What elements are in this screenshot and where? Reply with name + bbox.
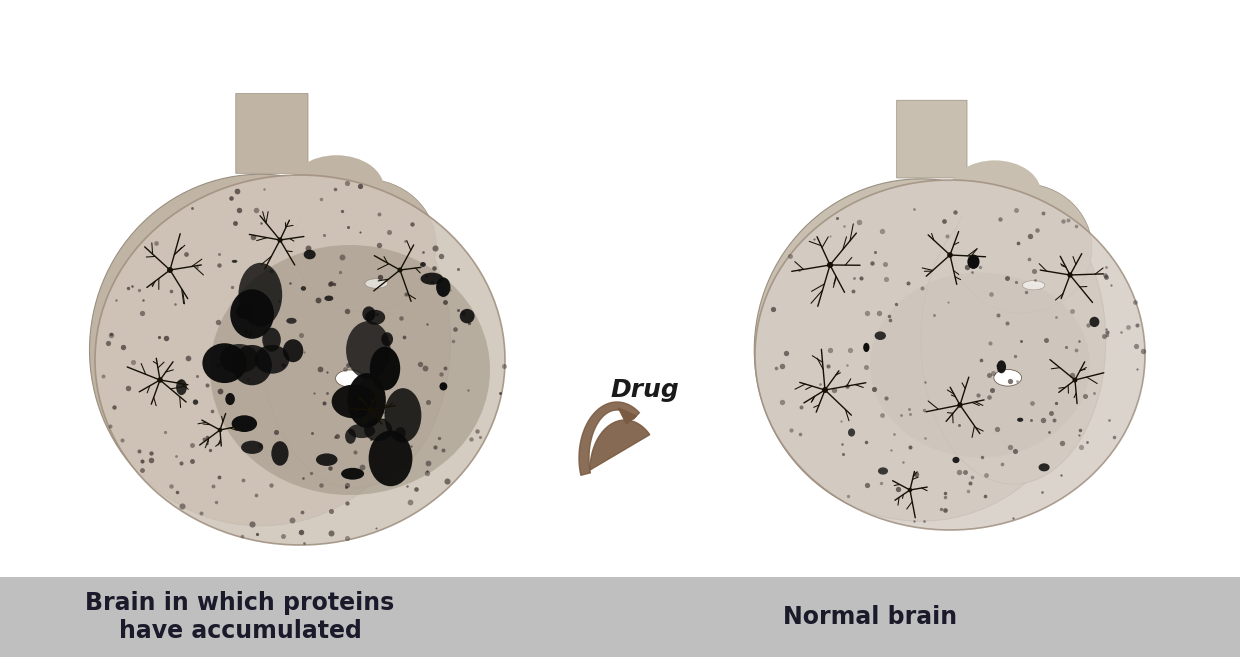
Ellipse shape [874,331,885,340]
Circle shape [278,238,281,242]
Ellipse shape [921,197,1106,484]
Ellipse shape [283,339,304,362]
Polygon shape [590,420,650,470]
Circle shape [157,378,162,382]
Ellipse shape [241,441,263,454]
Ellipse shape [304,250,316,260]
Ellipse shape [954,183,1092,313]
Ellipse shape [232,260,237,263]
Ellipse shape [396,427,405,439]
FancyBboxPatch shape [897,101,967,178]
Ellipse shape [236,304,254,319]
Ellipse shape [365,279,388,288]
Ellipse shape [420,262,425,267]
Ellipse shape [967,254,980,269]
Ellipse shape [368,430,413,486]
Ellipse shape [232,345,272,385]
Ellipse shape [260,193,450,487]
Ellipse shape [366,310,386,325]
Text: Normal brain: Normal brain [782,605,957,629]
Ellipse shape [231,289,274,339]
Circle shape [218,428,222,432]
Ellipse shape [219,344,258,373]
Circle shape [947,253,952,257]
Ellipse shape [272,442,289,466]
Ellipse shape [381,332,393,346]
Ellipse shape [952,457,960,463]
Circle shape [823,388,827,392]
Ellipse shape [436,277,450,297]
Ellipse shape [254,345,289,374]
Ellipse shape [325,296,334,301]
Ellipse shape [336,370,365,387]
Ellipse shape [370,347,401,390]
Ellipse shape [348,424,376,438]
Ellipse shape [754,179,1087,521]
Polygon shape [619,408,636,424]
FancyBboxPatch shape [236,93,308,173]
Ellipse shape [289,155,384,222]
Circle shape [167,268,172,272]
Ellipse shape [362,306,376,321]
Text: Drug: Drug [610,378,678,402]
Ellipse shape [870,273,1090,457]
Ellipse shape [384,388,422,443]
Ellipse shape [301,286,306,291]
Ellipse shape [95,175,505,545]
Ellipse shape [176,379,187,395]
Ellipse shape [345,429,356,444]
Ellipse shape [420,273,443,284]
Ellipse shape [460,309,475,323]
Circle shape [909,488,911,491]
Ellipse shape [1039,463,1049,471]
Ellipse shape [863,343,869,352]
Ellipse shape [316,453,337,466]
Ellipse shape [238,263,283,327]
Circle shape [1073,378,1076,382]
Ellipse shape [232,415,257,432]
Ellipse shape [1017,418,1023,422]
FancyBboxPatch shape [0,577,1240,657]
Ellipse shape [347,373,386,428]
Ellipse shape [263,328,280,351]
Circle shape [1068,273,1071,277]
Ellipse shape [346,321,391,379]
Circle shape [827,263,832,267]
Ellipse shape [286,318,296,324]
Ellipse shape [993,369,1022,386]
Ellipse shape [997,360,1006,373]
Ellipse shape [878,467,888,474]
Text: Brain in which proteins
have accumulated: Brain in which proteins have accumulated [86,591,394,643]
Ellipse shape [331,384,376,419]
Ellipse shape [294,179,436,312]
Ellipse shape [193,399,198,405]
Ellipse shape [365,419,392,441]
Ellipse shape [439,382,448,390]
Polygon shape [579,402,640,475]
Ellipse shape [89,174,432,526]
Ellipse shape [949,160,1042,225]
Ellipse shape [848,428,856,437]
Ellipse shape [226,393,234,405]
Ellipse shape [341,468,365,480]
Ellipse shape [210,245,490,495]
Circle shape [398,268,402,272]
Ellipse shape [1023,281,1044,290]
Circle shape [959,403,962,407]
Ellipse shape [1090,317,1100,327]
Circle shape [368,409,372,411]
Ellipse shape [755,180,1145,530]
Ellipse shape [202,343,247,383]
